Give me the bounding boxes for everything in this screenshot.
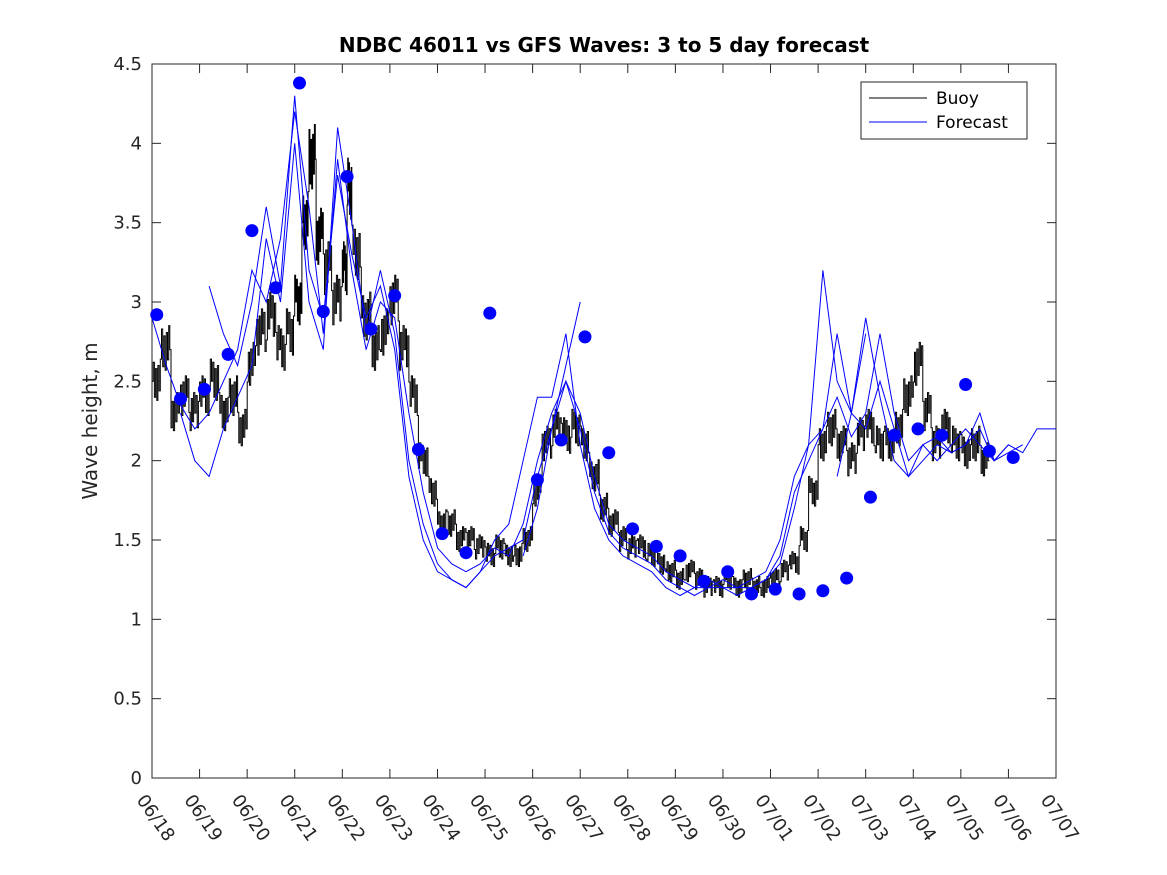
forecast-marker — [340, 170, 354, 184]
forecast-marker — [626, 522, 640, 536]
y-axis-label: Wave height, m — [78, 342, 102, 499]
forecast-marker — [411, 443, 425, 457]
forecast-marker — [744, 587, 758, 601]
y-tick-label: 3.5 — [113, 213, 142, 234]
legend: Buoy Forecast — [860, 81, 1028, 140]
forecast-marker — [245, 224, 259, 238]
forecast-marker — [863, 490, 877, 504]
forecast-marker — [792, 587, 806, 601]
forecast-marker — [721, 565, 735, 579]
forecast-marker — [768, 582, 782, 596]
forecast-series-line — [180, 127, 1009, 597]
legend-buoy-label: Buoy — [936, 89, 979, 109]
forecast-marker — [388, 289, 402, 303]
forecast-marker — [221, 347, 235, 361]
forecast-marker — [554, 433, 568, 447]
forecast-marker — [435, 527, 449, 541]
forecast-marker — [935, 428, 949, 442]
forecast-marker — [959, 378, 973, 392]
forecast-marker — [673, 549, 687, 563]
y-tick-label: 0 — [131, 768, 142, 789]
y-tick-label: 0.5 — [113, 689, 142, 710]
forecast-marker-group — [150, 76, 1020, 601]
forecast-marker — [816, 584, 830, 598]
forecast-marker — [316, 305, 330, 319]
forecast-series-group — [151, 95, 1056, 597]
y-tick-label: 2.5 — [113, 371, 142, 392]
forecast-series-line — [151, 111, 1056, 589]
forecast-marker — [649, 539, 663, 553]
plot-area — [150, 63, 1057, 779]
forecast-series-line — [208, 95, 1023, 597]
forecast-marker — [150, 308, 164, 322]
forecast-marker — [697, 574, 711, 588]
forecast-series-line — [522, 301, 581, 557]
forecast-marker — [483, 306, 497, 320]
forecast-marker — [602, 446, 616, 460]
forecast-marker — [911, 422, 925, 436]
y-tick-label: 1.5 — [113, 530, 142, 551]
y-axis: 0 0.5 1 1.5 2 2.5 3 3.5 4 4.5 — [113, 54, 1056, 789]
forecast-marker — [269, 281, 283, 295]
forecast-marker — [292, 76, 306, 90]
plot-frame — [151, 63, 1057, 779]
forecast-marker — [459, 546, 473, 560]
y-tick-label: 2 — [131, 451, 142, 472]
forecast-marker — [364, 322, 378, 336]
y-tick-label: 4 — [131, 133, 142, 154]
y-tick-label: 1 — [131, 609, 142, 630]
forecast-marker — [840, 571, 854, 585]
forecast-marker — [887, 428, 901, 442]
forecast-marker — [174, 392, 188, 406]
legend-box — [860, 81, 1028, 140]
legend-forecast-label: Forecast — [936, 113, 1008, 133]
chart-title: NDBC 46011 vs GFS Waves: 3 to 5 day fore… — [339, 33, 870, 57]
forecast-marker — [578, 330, 592, 344]
y-tick-label: 3 — [131, 292, 142, 313]
y-tick-label: 4.5 — [113, 54, 142, 75]
forecast-marker — [1006, 450, 1020, 464]
forecast-series-line — [836, 333, 867, 477]
forecast-marker — [197, 382, 211, 396]
forecast-marker — [982, 444, 996, 458]
forecast-marker — [530, 473, 544, 487]
